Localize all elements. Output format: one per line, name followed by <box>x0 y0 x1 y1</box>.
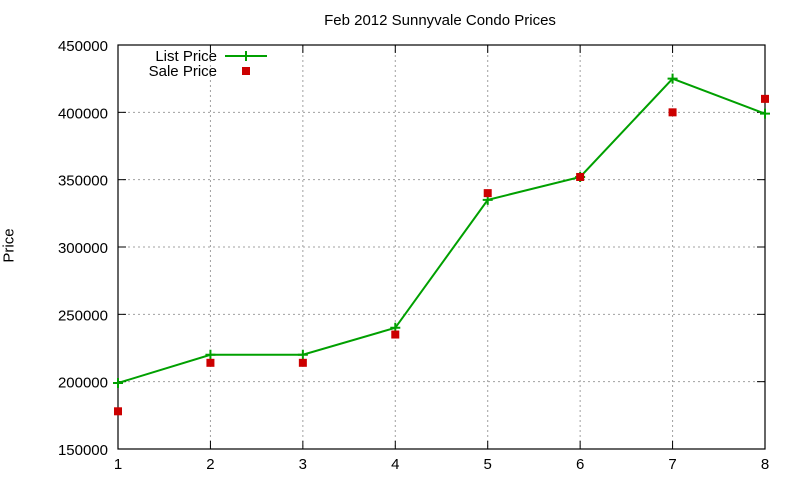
plus-marker-icon <box>667 73 678 84</box>
y-tick-label: 200000 <box>58 375 108 392</box>
x-tick-label: 3 <box>299 456 307 473</box>
square-marker-icon <box>483 189 492 198</box>
y-tick-label: 350000 <box>58 173 108 190</box>
square-marker-icon <box>242 67 250 75</box>
square-marker-icon <box>391 330 400 339</box>
plus-marker-icon <box>760 108 770 119</box>
y-tick-label: 400000 <box>58 105 108 122</box>
plus-marker-icon <box>205 349 216 360</box>
plus-marker-icon <box>241 51 251 61</box>
x-tick-label: 1 <box>114 456 122 473</box>
square-marker-icon <box>576 172 585 181</box>
tick-labels: 150000 200000 250000 300000 350000 400000 4500… <box>58 38 769 473</box>
x-tick-label: 7 <box>668 456 676 473</box>
plus-marker-icon <box>297 349 308 360</box>
grid-lines <box>118 45 765 449</box>
x-tick-label: 5 <box>484 456 492 473</box>
y-tick-label: 300000 <box>58 240 108 257</box>
plus-marker-icon <box>113 378 123 389</box>
x-tick-label: 4 <box>391 456 399 473</box>
square-marker-icon <box>298 358 307 367</box>
chart-title: Feb 2012 Sunnyvale Condo Prices <box>324 12 556 29</box>
square-marker-icon <box>761 94 769 103</box>
axes <box>117 44 766 450</box>
square-marker-icon <box>668 108 677 117</box>
y-tick-label: 150000 <box>58 442 108 459</box>
list-price-line <box>117 77 766 384</box>
legend-label: List Price <box>155 48 217 65</box>
x-tick-label: 6 <box>576 456 584 473</box>
square-marker-icon <box>206 358 215 367</box>
data-series <box>113 73 770 416</box>
square-marker-icon <box>114 407 122 416</box>
x-tick-label: 2 <box>206 456 214 473</box>
y-tick-label: 450000 <box>58 38 108 55</box>
x-tick-label: 8 <box>761 456 769 473</box>
plot-border <box>117 44 766 450</box>
legend-label: Sale Price <box>149 63 217 80</box>
y-tick-label: 250000 <box>58 307 108 324</box>
